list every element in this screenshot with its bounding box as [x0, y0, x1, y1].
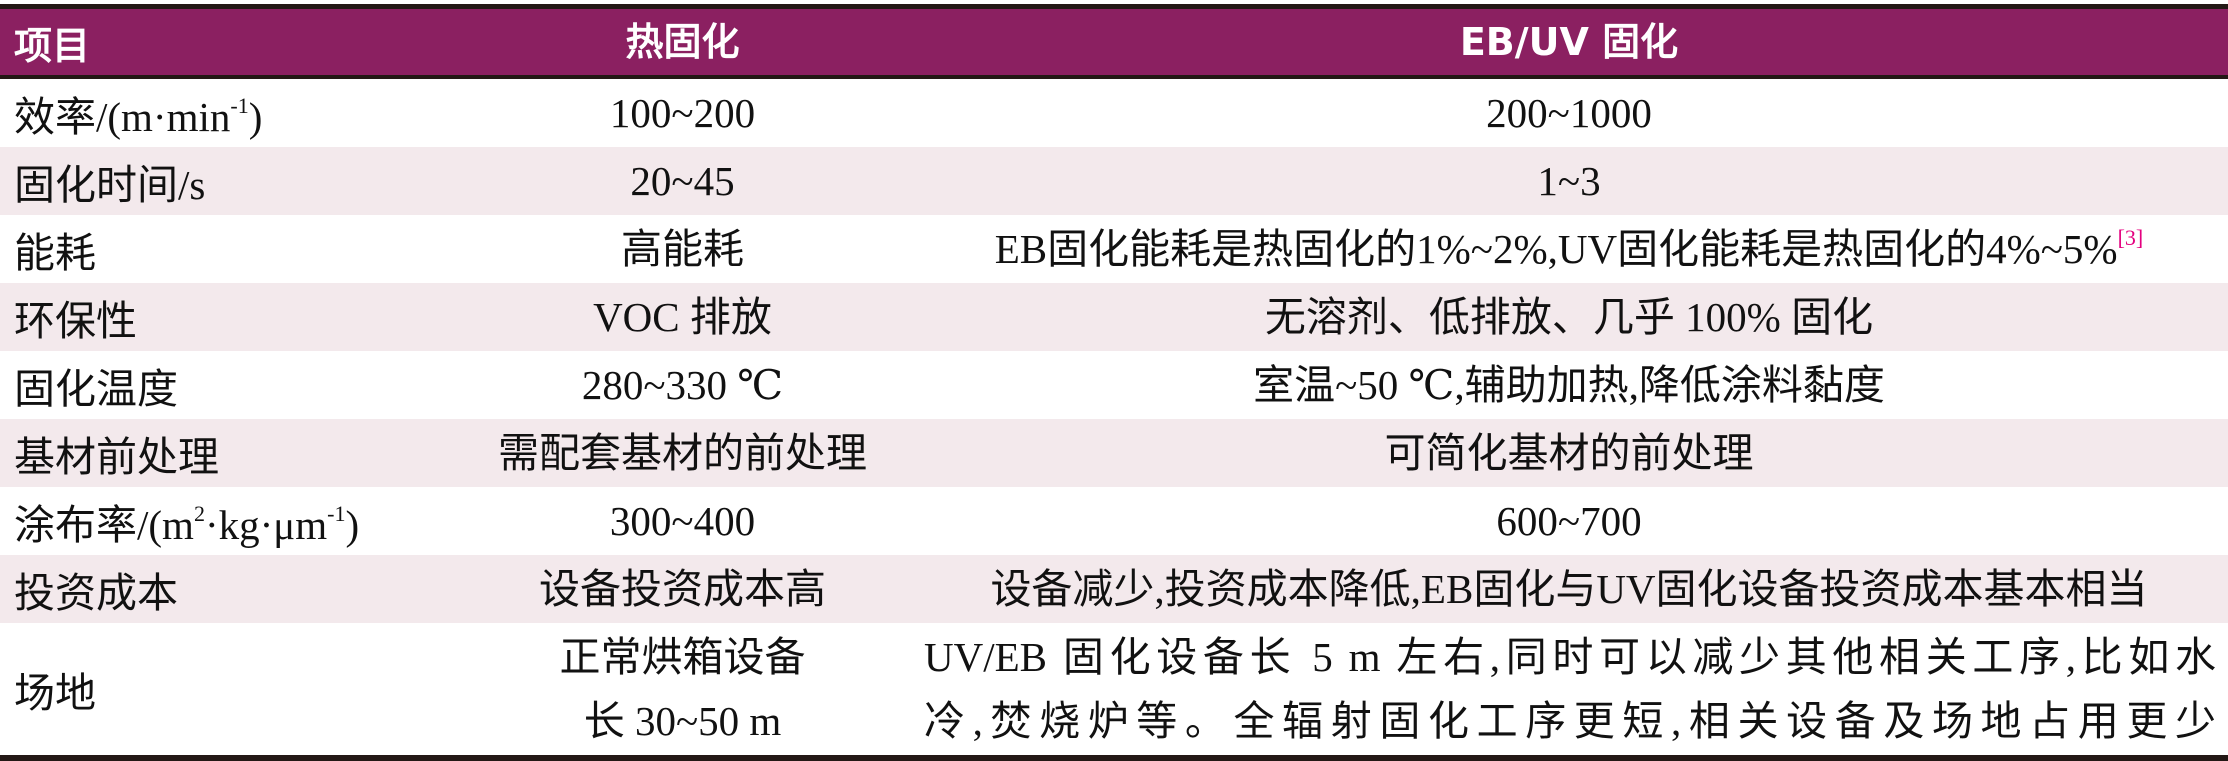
table-row: 固化温度 280~330 ℃ 室温~50 ℃,辅助加热,降低涂料黏度 [0, 351, 2228, 419]
row-ebuv: 设备减少,投资成本降低,EB固化与UV固化设备投资成本基本相当 [990, 566, 2148, 612]
table-header: 项目 热固化 EB/UV 固化 [0, 9, 2228, 79]
row-item: 固化温度 [14, 366, 178, 412]
table-row: 环保性 VOC 排放 无溶剂、低排放、几乎 100% 固化 [0, 283, 2228, 351]
item-text: ·kg·μm [204, 502, 328, 548]
row-item: 环保性 [14, 298, 137, 344]
row-thermal: 正常烘箱设备 长 30~50 m [455, 625, 910, 753]
row-item: 投资成本 [14, 570, 178, 616]
row-ebuv: 无溶剂、低排放、几乎 100% 固化 [1264, 294, 1874, 340]
row-ebuv: EB固化能耗是热固化的1%~2%,UV固化能耗是热固化的4%~5%[3] [910, 217, 2228, 281]
superscript: -1 [230, 93, 249, 118]
item-text: ) [345, 502, 360, 548]
row-thermal: 100~200 [609, 90, 756, 136]
item-text: 涂布率/(m [14, 502, 194, 548]
row-item: 能耗 [14, 230, 96, 276]
table-row: 效率/(m·min-1) 100~200 200~1000 [0, 79, 2228, 147]
superscript: -1 [327, 501, 346, 526]
row-ebuv: 室温~50 ℃,辅助加热,降低涂料黏度 [1253, 362, 1885, 408]
table-row: 涂布率/(m2·kg·μm-1) 300~400 600~700 [0, 487, 2228, 555]
header-ebuv: EB/UV 固化 [1459, 20, 1679, 64]
table-row: 场地 正常烘箱设备 长 30~50 m UV/EB 固化设备长 5 m 左右,同… [0, 623, 2228, 755]
row-thermal: 280~330 ℃ [581, 362, 784, 408]
table-row: 投资成本 设备投资成本高 设备减少,投资成本降低,EB固化与UV固化设备投资成本… [0, 555, 2228, 623]
comparison-table: 项目 热固化 EB/UV 固化 效率/(m·min-1) 100~200 200… [0, 4, 2228, 761]
table-row: 基材前处理 需配套基材的前处理 可简化基材的前处理 [0, 419, 2228, 487]
row-thermal: 需配套基材的前处理 [498, 430, 867, 476]
ebuv-line: UV/EB 固化设备长 5 m 左右,同时可以减少其他相关工序,比如水 [924, 634, 2216, 680]
row-thermal: VOC 排放 [593, 294, 772, 340]
row-ebuv: 1~3 [1537, 158, 1601, 204]
table-row: 固化时间/s 20~45 1~3 [0, 147, 2228, 215]
thermal-line: 长 30~50 m [583, 698, 782, 744]
row-ebuv: 600~700 [1496, 498, 1642, 544]
header-thermal: 热固化 [625, 20, 740, 64]
row-thermal: 设备投资成本高 [539, 566, 826, 612]
row-ebuv: 200~1000 [1486, 90, 1652, 136]
item-text: 效率/(m·min [14, 94, 231, 140]
superscript: 2 [193, 501, 205, 526]
ebuv-line: 冷,焚烧炉等。全辐射固化工序更短,相关设备及场地占用更少 [924, 698, 2216, 744]
reference-link[interactable]: [3] [2117, 225, 2144, 250]
row-thermal: 20~45 [630, 158, 735, 204]
thermal-line: 正常烘箱设备 [559, 634, 806, 680]
row-thermal: 高能耗 [621, 226, 744, 272]
table-row: 能耗 高能耗 EB固化能耗是热固化的1%~2%,UV固化能耗是热固化的4%~5%… [0, 215, 2228, 283]
row-item: 场地 [14, 670, 96, 716]
ebuv-text: EB固化能耗是热固化的1%~2%,UV固化能耗是热固化的4%~5% [994, 226, 2118, 272]
row-ebuv: 可简化基材的前处理 [1384, 430, 1754, 476]
row-item: 固化时间/s [14, 162, 206, 208]
row-thermal: 300~400 [609, 498, 756, 544]
row-ebuv: UV/EB 固化设备长 5 m 左右,同时可以减少其他相关工序,比如水 冷,焚烧… [910, 625, 2228, 753]
row-item: 效率/(m·min-1) [0, 83, 455, 143]
row-item: 涂布率/(m2·kg·μm-1) [0, 491, 455, 551]
item-text: ) [248, 94, 263, 140]
row-item: 基材前处理 [14, 434, 219, 480]
header-item: 项目 [14, 23, 91, 68]
